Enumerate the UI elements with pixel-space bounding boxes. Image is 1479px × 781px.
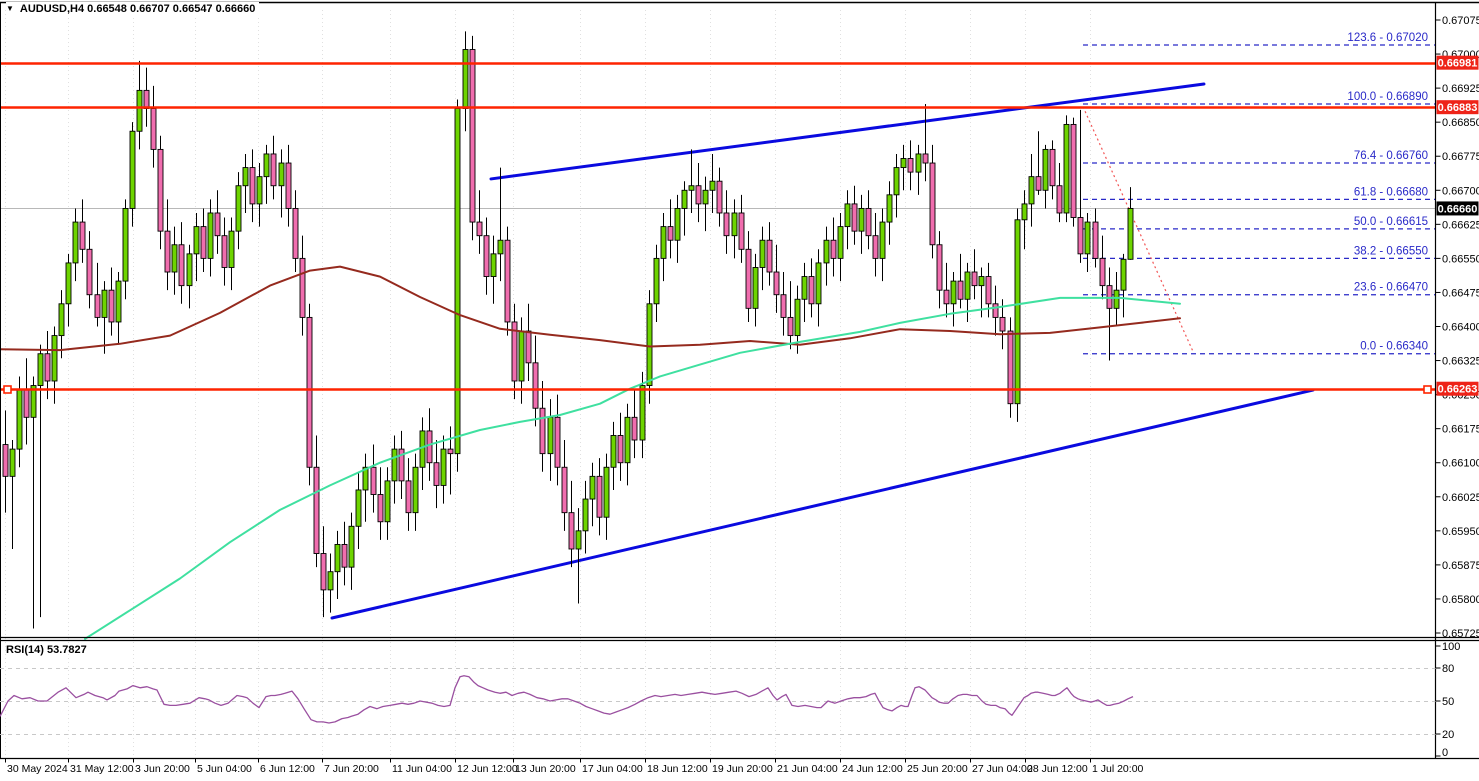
fib-level-label: 61.8 - 0.66680 [1354, 186, 1428, 198]
rsi-indicator-label: RSI(14) 53.7827 [6, 644, 87, 656]
price-tick-label: 0.66175 [1442, 424, 1479, 436]
fib-retracement-tool[interactable]: 123.6 - 0.67020 100.0 - 0.66890 76.4 - 0.6… [1082, 32, 1436, 355]
rsi-tick-label: 100 [1442, 641, 1460, 653]
price-axis[interactable]: 0.670750.670000.669250.668500.667750.667… [1435, 15, 1479, 640]
date-tick-label: 17 Jun 04:00 [582, 763, 643, 775]
svg-text:0.66660: 0.66660 [1438, 203, 1478, 215]
price-tick-label: 0.66400 [1442, 322, 1479, 334]
rsi-tick-label: 80 [1442, 663, 1454, 675]
date-tick-label: 7 Jun 20:00 [324, 763, 379, 775]
date-tick-label: 19 Jun 20:00 [712, 763, 773, 775]
fib-level-label: 100.0 - 0.66890 [1347, 91, 1428, 103]
line-drag-handle[interactable] [3, 385, 12, 394]
price-tick-label: 0.66100 [1442, 458, 1479, 470]
price-tick-label: 0.66850 [1442, 117, 1479, 129]
candlesticks [2, 31, 1134, 629]
date-tick-label: 1 Jul 20:00 [1092, 763, 1144, 775]
svg-text:0.66981: 0.66981 [1438, 58, 1478, 70]
horizontal-level-line-0.66263[interactable] [0, 385, 1436, 394]
symbol-info: ▼ AUDUSD,H4 0.66548 0.66707 0.66547 0.666… [6, 2, 260, 16]
price-tick-label: 0.67075 [1442, 15, 1479, 27]
date-tick-label: 5 Jun 04:00 [197, 763, 252, 775]
svg-text:0.66263: 0.66263 [1438, 384, 1478, 396]
fib-level-label: 76.4 - 0.66760 [1354, 150, 1428, 162]
price-tick-label: 0.66325 [1442, 356, 1479, 368]
date-tick-label: 24 Jun 12:00 [842, 763, 903, 775]
pane-frame [0, 1, 1479, 760]
price-tick-label: 0.66475 [1442, 287, 1479, 299]
date-tick-label: 21 Jun 04:00 [777, 763, 838, 775]
fib-level-label: 123.6 - 0.67020 [1347, 32, 1428, 44]
chart-menu-dropdown-icon[interactable]: ▼ [6, 4, 14, 13]
date-tick-label: 12 Jun 12:00 [457, 763, 518, 775]
date-tick-label: 3 Jun 20:00 [135, 763, 190, 775]
fib-level-label: 23.6 - 0.66470 [1354, 282, 1428, 294]
svg-text:0.66883: 0.66883 [1438, 102, 1478, 114]
date-tick-label: 30 May 2024 [7, 763, 68, 775]
fib-level-label: 38.2 - 0.66550 [1354, 245, 1428, 257]
rsi-tick-label: 0 [1442, 747, 1448, 759]
price-tick-label: 0.65875 [1442, 560, 1479, 572]
ma-slow-line[interactable] [0, 265, 1181, 352]
current-price-label: 0.66660 [1436, 201, 1479, 216]
rsi-tick-label: 20 [1442, 729, 1454, 741]
date-tick-label: 27 Jun 04:00 [972, 763, 1033, 775]
price-tick-label: 0.66625 [1442, 219, 1479, 231]
date-tick-label: 6 Jun 12:00 [260, 763, 315, 775]
date-tick-label: 11 Jun 04:00 [392, 763, 452, 775]
symbol-ohlc-text: AUDUSD,H4 0.66548 0.66707 0.66547 0.6666… [19, 3, 256, 15]
date-tick-label: 25 Jun 20:00 [907, 763, 968, 775]
price-label-0.66263: 0.66263 [1436, 381, 1479, 396]
date-tick-label: 28 Jun 12:00 [1027, 763, 1088, 775]
line-drag-handle[interactable] [1423, 385, 1432, 394]
rsi-indicator-pane: 100 80 50 20 0 [0, 641, 1460, 759]
rsi-line [0, 675, 1134, 724]
price-tick-label: 0.66925 [1442, 83, 1479, 95]
price-tick-label: 0.66775 [1442, 151, 1479, 163]
price-tick-label: 0.65725 [1442, 628, 1479, 640]
price-label-0.66981: 0.66981 [1436, 55, 1479, 70]
price-tick-label: 0.65800 [1442, 594, 1479, 606]
lower-channel-trendline[interactable] [330, 388, 1315, 620]
price-tick-label: 0.66700 [1442, 185, 1479, 197]
price-tick-label: 0.66025 [1442, 492, 1479, 504]
date-tick-label: 13 Jun 20:00 [515, 763, 576, 775]
price-tick-label: 0.65950 [1442, 526, 1479, 538]
price-label-0.66883: 0.66883 [1436, 100, 1479, 115]
date-tick-label: 31 May 12:00 [70, 763, 134, 775]
rsi-tick-label: 50 [1442, 696, 1454, 708]
price-tick-label: 0.66550 [1442, 253, 1479, 265]
date-tick-label: 18 Jun 12:00 [647, 763, 708, 775]
fib-level-label: 50.0 - 0.66615 [1354, 216, 1428, 228]
fib-level-label: 0.0 - 0.66340 [1360, 341, 1428, 353]
upper-channel-trendline[interactable] [489, 82, 1206, 181]
ma-fast-line[interactable] [84, 296, 1181, 640]
time-axis[interactable]: 30 May 2024 31 May 12:00 3 Jun 20:00 5 Jun … [5, 758, 1144, 776]
